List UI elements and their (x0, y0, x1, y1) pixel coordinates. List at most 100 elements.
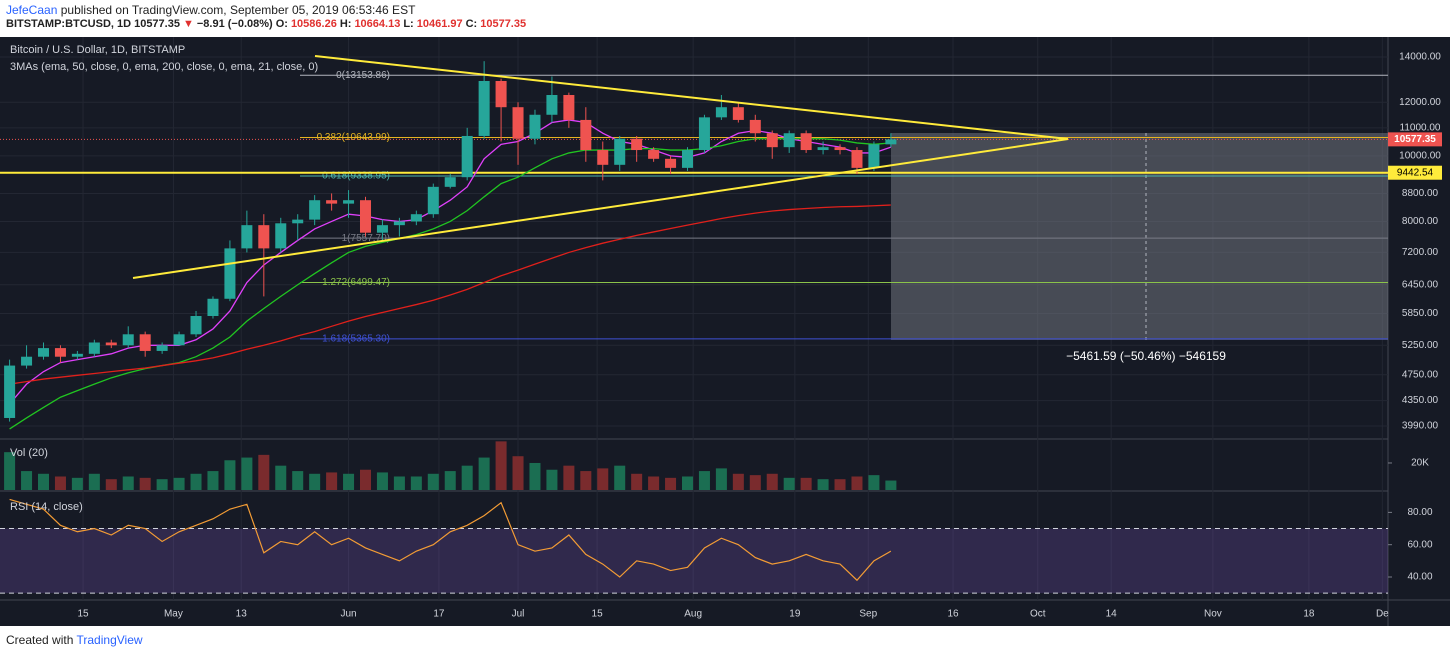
candle-body (326, 200, 338, 204)
volume-bar (258, 454, 270, 490)
fib-label: 0.382(10643.99) (317, 132, 390, 143)
volume-bar (546, 469, 558, 490)
candle-body (783, 133, 795, 148)
price-tag (1388, 165, 1442, 180)
fib-label: 0.618(9338.95) (322, 171, 390, 182)
volume-bar (665, 477, 677, 490)
rsi-tick-label: 40.00 (1407, 572, 1432, 583)
x-tick-label: 18 (1303, 609, 1315, 620)
candle-body (478, 80, 490, 136)
candle-body (4, 365, 16, 418)
volume-bar (614, 465, 626, 490)
footer: Created with TradingView (6, 633, 143, 647)
x-tick-label: 14 (1106, 609, 1118, 620)
candle-body (224, 248, 236, 299)
fib-label: 1.618(5365.30) (322, 334, 390, 345)
rsi-title: RSI (14, close) (10, 501, 83, 513)
candle-body (241, 225, 253, 249)
quote-piece: BITSTAMP:BTCUSD, 1D (6, 18, 132, 30)
fib-label: 1(7557.70) (342, 233, 390, 244)
quote-piece: −8.91 (−0.08%) (196, 18, 273, 30)
candle-body (665, 158, 677, 168)
volume-bar (54, 476, 66, 490)
x-tick-label: 17 (433, 609, 445, 620)
chart-title: Bitcoin / U.S. Dollar, 1D, BITSTAMP (10, 44, 185, 56)
candle-body (631, 138, 643, 151)
x-tick-label: May (164, 609, 183, 620)
volume-bar (851, 476, 863, 490)
candle-body (698, 117, 710, 151)
volume-bar (4, 452, 16, 490)
volume-bar (817, 479, 829, 490)
price-tag-label: 9442.54 (1397, 167, 1434, 178)
volume-bar (410, 476, 422, 490)
volume-bar (529, 462, 541, 490)
y-tick-label: 5250.00 (1402, 340, 1439, 351)
volume-bar (292, 471, 304, 490)
fib-label: 0(13153.86) (336, 70, 390, 81)
x-tick-label: 15 (77, 609, 89, 620)
candle-body (444, 177, 456, 187)
quote-piece: C: (465, 18, 478, 30)
volume-bar (648, 476, 660, 490)
candle-body (410, 214, 422, 222)
volume-bar (834, 479, 846, 490)
publish-line: JefeCaan published on TradingView.com, S… (6, 3, 415, 17)
volume-bar (478, 457, 490, 490)
volume-bar (326, 472, 338, 490)
candle-body (749, 119, 761, 134)
brand: TradingView (76, 633, 143, 647)
candle-body (37, 348, 50, 357)
candle-body (715, 107, 727, 118)
quote-piece: 10577.35 (480, 18, 527, 30)
last-price-tag (1388, 132, 1442, 147)
x-tick-label: Sep (859, 609, 877, 620)
candle-body (495, 80, 507, 108)
quote-piece: 10461.97 (416, 18, 463, 30)
published: published on TradingView.com, September … (60, 3, 416, 17)
candle-body (54, 348, 66, 357)
quote-piece: L: (403, 18, 414, 30)
candle-body (71, 353, 83, 357)
volume-bar (88, 473, 100, 490)
volume-bar (597, 468, 609, 490)
y-tick-label: 14000.00 (1399, 52, 1441, 63)
candle-body (105, 342, 117, 346)
volume-bar (732, 473, 744, 490)
x-tick-label: 13 (236, 609, 248, 620)
volume-bar (698, 471, 710, 490)
volume-bar (376, 472, 388, 490)
volume-bar (309, 473, 321, 490)
y-tick-label: 8000.00 (1402, 216, 1439, 227)
moving-average (9, 119, 892, 405)
y-tick-label: 7200.00 (1402, 247, 1439, 258)
candle-body (376, 225, 388, 233)
x-tick-label: 19 (789, 609, 801, 620)
y-tick-label: 12000.00 (1399, 97, 1441, 108)
volume-bar (275, 465, 287, 490)
candle-body (190, 315, 202, 335)
candle-body (546, 95, 558, 115)
volume-bar (580, 471, 592, 490)
volume-bar (749, 475, 761, 490)
quote-line: BITSTAMP:BTCUSD, 1D 10577.35 ▼ −8.91 (−0.08… (6, 18, 529, 30)
candle-body (427, 186, 439, 215)
quote-piece: 10577.35 (134, 18, 180, 30)
y-tick-label: 6450.00 (1402, 279, 1439, 290)
candle-body (834, 147, 846, 151)
indicator-label: 3MAs (ema, 50, close, 0, ema, 200, close… (10, 61, 318, 73)
candle-body (580, 119, 592, 151)
trendline (132, 138, 1069, 279)
candle-body (766, 133, 778, 148)
volume-bar (783, 477, 795, 490)
volume-bar (359, 469, 372, 490)
candle-body (851, 150, 863, 168)
volume-tick-label: 20K (1411, 458, 1429, 469)
volume-bar (512, 456, 524, 490)
candle-body (529, 114, 541, 139)
volume-bar (461, 465, 473, 490)
candle-body (563, 95, 575, 120)
quote-piece: O: (275, 18, 288, 30)
x-tick-label: Oct (1030, 609, 1046, 620)
candle-body (139, 334, 151, 351)
